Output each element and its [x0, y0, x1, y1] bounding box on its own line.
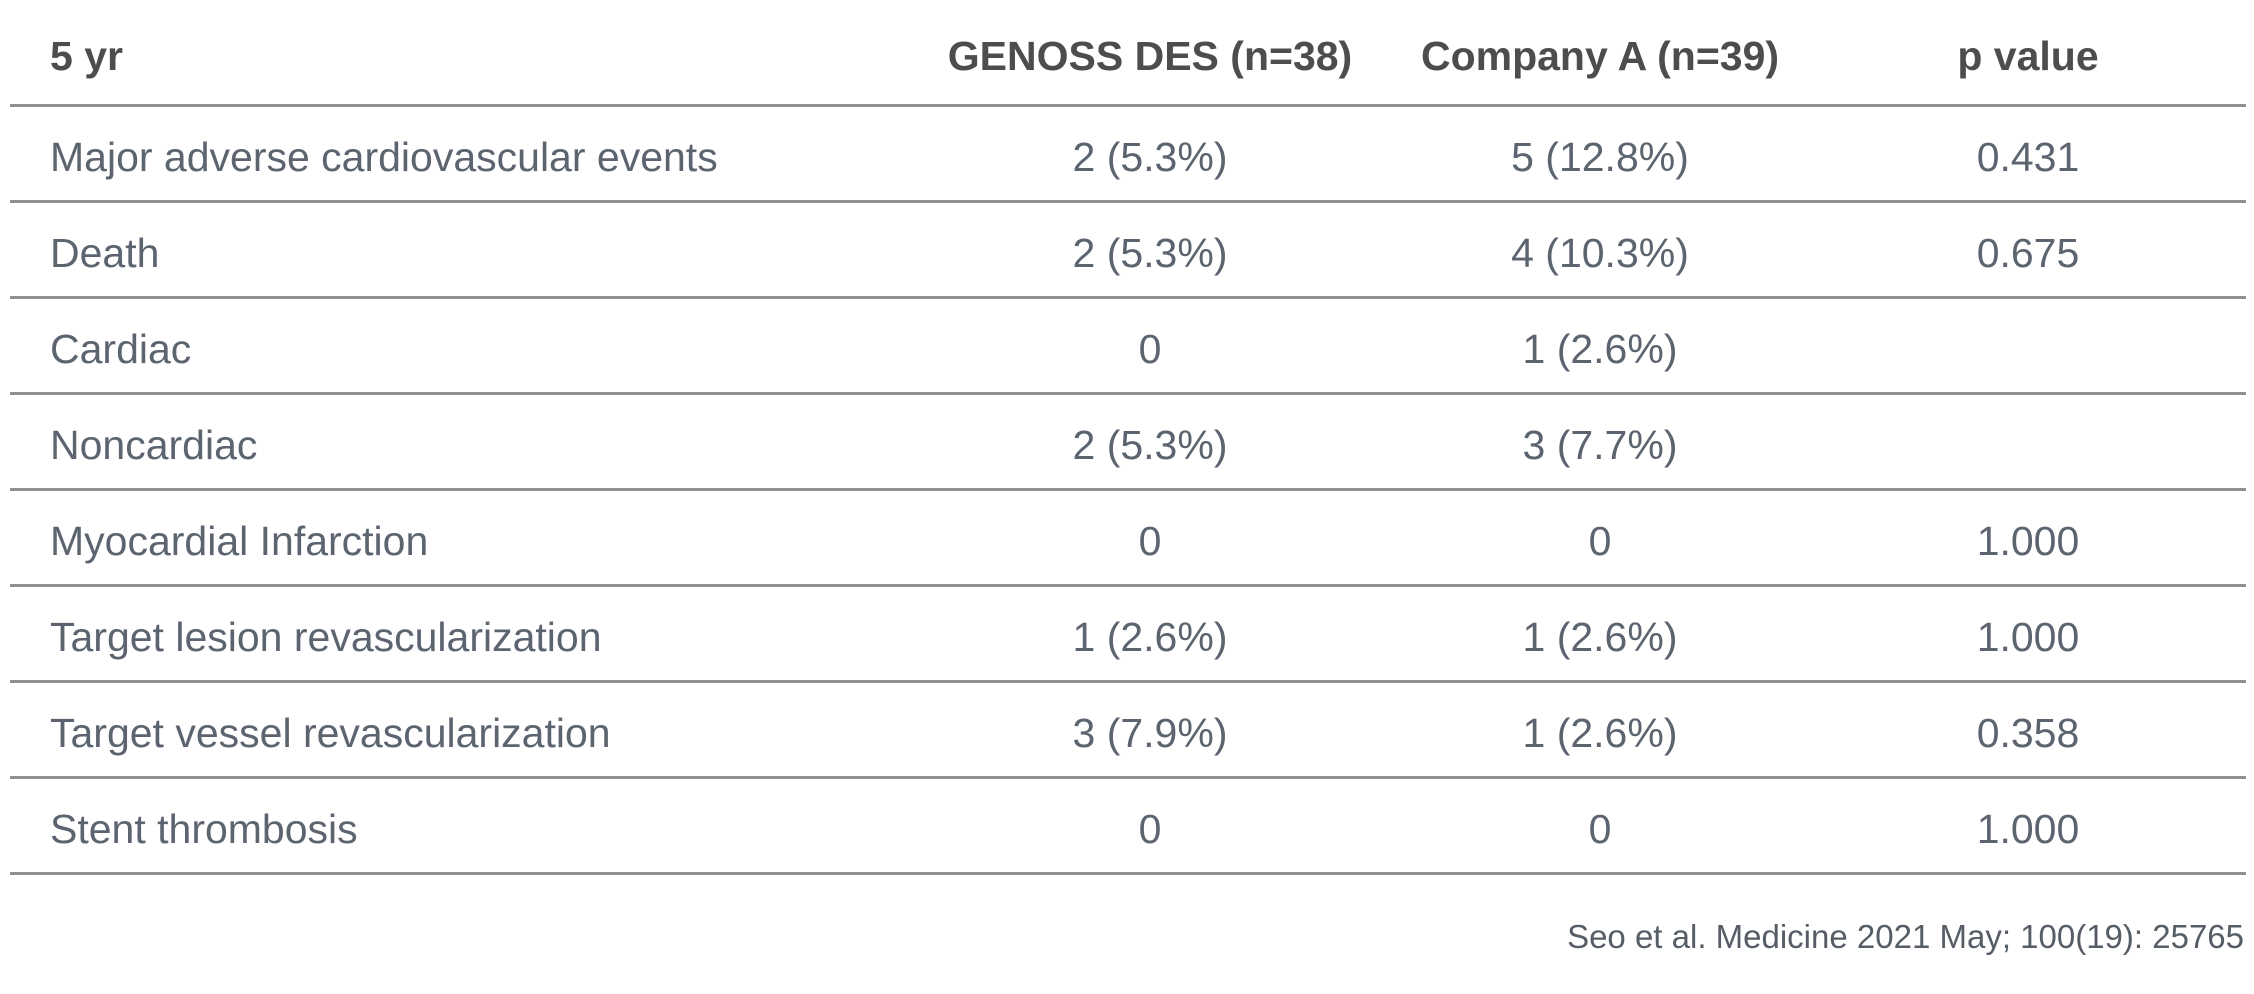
outcome-label: Target vessel revascularization: [10, 681, 910, 779]
table-row: Target lesion revascularization 1 (2.6%)…: [10, 585, 2246, 683]
table-row: Target vessel revascularization 3 (7.9%)…: [10, 681, 2246, 779]
company-a-value: 1 (2.6%): [1390, 297, 1810, 395]
outcome-label: Noncardiac: [10, 393, 910, 491]
company-a-value: 1 (2.6%): [1390, 585, 1810, 683]
p-value: [1810, 393, 2246, 491]
outcome-label: Major adverse cardiovascular events: [10, 105, 910, 203]
table-row: Death 2 (5.3%) 4 (10.3%) 0.675: [10, 201, 2246, 299]
genoss-des-value: 2 (5.3%): [910, 105, 1390, 203]
outcome-label: Cardiac: [10, 297, 910, 395]
genoss-des-value: 2 (5.3%): [910, 201, 1390, 299]
table-row: Stent thrombosis 0 0 1.000: [10, 777, 2246, 875]
genoss-des-value: 0: [910, 777, 1390, 875]
table-row: Major adverse cardiovascular events 2 (5…: [10, 105, 2246, 203]
genoss-des-value: 1 (2.6%): [910, 585, 1390, 683]
column-header-genoss-des: GENOSS DES (n=38): [910, 0, 1390, 107]
genoss-des-value: 0: [910, 489, 1390, 587]
table-row: Noncardiac 2 (5.3%) 3 (7.7%): [10, 393, 2246, 491]
p-value: 0.358: [1810, 681, 2246, 779]
column-header-p-value: p value: [1810, 0, 2246, 107]
company-a-value: 5 (12.8%): [1390, 105, 1810, 203]
p-value: 0.431: [1810, 105, 2246, 203]
outcome-label: Death: [10, 201, 910, 299]
citation-text: Seo et al. Medicine 2021 May; 100(19): 2…: [1567, 918, 2244, 955]
p-value: 1.000: [1810, 489, 2246, 587]
company-a-value: 0: [1390, 777, 1810, 875]
company-a-value: 3 (7.7%): [1390, 393, 1810, 491]
company-a-value: 1 (2.6%): [1390, 681, 1810, 779]
table-header-row: 5 yr GENOSS DES (n=38) Company A (n=39) …: [10, 0, 2246, 107]
table-row: Myocardial Infarction 0 0 1.000: [10, 489, 2246, 587]
genoss-des-value: 3 (7.9%): [910, 681, 1390, 779]
genoss-des-value: 0: [910, 297, 1390, 395]
company-a-value: 0: [1390, 489, 1810, 587]
genoss-des-value: 2 (5.3%): [910, 393, 1390, 491]
p-value: [1810, 297, 2246, 395]
outcome-label: Stent thrombosis: [10, 777, 910, 875]
company-a-value: 4 (10.3%): [1390, 201, 1810, 299]
table-row: Cardiac 0 1 (2.6%): [10, 297, 2246, 395]
p-value: 1.000: [1810, 585, 2246, 683]
outcome-label: Myocardial Infarction: [10, 489, 910, 587]
p-value: 0.675: [1810, 201, 2246, 299]
p-value: 1.000: [1810, 777, 2246, 875]
column-header-company-a: Company A (n=39): [1390, 0, 1810, 107]
outcome-label: Target lesion revascularization: [10, 585, 910, 683]
column-header-timepoint: 5 yr: [10, 0, 910, 107]
clinical-outcomes-table: 5 yr GENOSS DES (n=38) Company A (n=39) …: [10, 0, 2246, 875]
